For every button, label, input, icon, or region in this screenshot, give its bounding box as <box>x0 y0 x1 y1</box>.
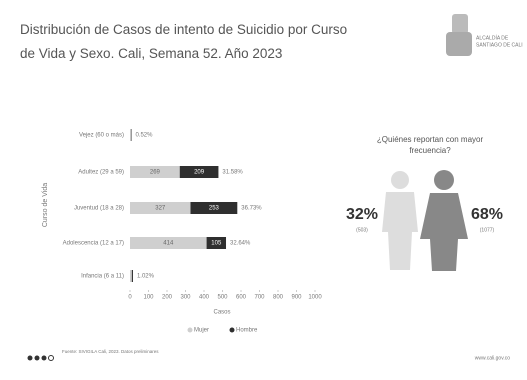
x-tick-label: 500 <box>217 295 228 301</box>
logo-shield <box>452 14 468 34</box>
y-tick-label: Adultez (29 a 59) <box>78 170 124 176</box>
bar <box>130 129 132 141</box>
x-tick-label: 0 <box>128 295 132 301</box>
question: ¿Quiénes reportan con mayor <box>377 135 484 144</box>
chart-title: de Vida y Sexo. Cali, Semana 52. Año 202… <box>20 46 282 61</box>
y-tick-label: Adolescencia (12 a 17) <box>63 241 124 247</box>
x-tick-label: 600 <box>236 295 247 301</box>
y-tick-label: Juventud (18 a 28) <box>74 206 124 212</box>
bar <box>130 202 191 214</box>
dot <box>48 355 54 361</box>
total-label: 31.58% <box>222 170 243 176</box>
legend-swatch <box>229 327 235 333</box>
figure-body <box>420 193 468 271</box>
y-axis-title: Curso de Vida <box>42 183 49 227</box>
x-axis-title: Casos <box>213 310 230 316</box>
logo-text: SANTIAGO DE CALI <box>476 42 523 48</box>
bar <box>131 270 133 282</box>
figure-body <box>382 192 418 270</box>
value-label: 209 <box>194 170 205 176</box>
bar <box>130 166 180 178</box>
y-tick-label: Infancia (6 a 11) <box>81 274 124 280</box>
dot <box>27 355 33 361</box>
total-label: 0.52% <box>135 133 153 139</box>
total-label: 32.64% <box>230 241 251 247</box>
x-tick-label: 200 <box>162 295 173 301</box>
x-tick-label: 400 <box>199 295 210 301</box>
x-tick-label: 300 <box>180 295 191 301</box>
percent-right: 68% <box>471 206 503 223</box>
figures <box>382 170 468 271</box>
figure-head <box>434 170 454 190</box>
legend-label: Mujer <box>194 328 209 334</box>
dots <box>27 355 54 361</box>
logo-text: ALCALDÍA DE <box>476 34 509 41</box>
total-label: 1.02% <box>137 274 155 280</box>
total-label: 36.73% <box>241 206 262 212</box>
value-label: 414 <box>163 241 174 247</box>
value-label: 327 <box>155 206 166 212</box>
bar <box>130 237 207 249</box>
bar <box>179 166 219 178</box>
dot <box>41 355 47 361</box>
website: www.cali.gov.co <box>475 355 510 361</box>
y-tick-label: Vejez (60 o más) <box>79 133 124 139</box>
bar <box>130 129 131 141</box>
bar <box>130 270 132 282</box>
x-tick-label: 800 <box>273 295 284 301</box>
figure-head <box>391 171 409 189</box>
logo-shield <box>446 32 472 56</box>
x-tick-label: 100 <box>143 295 154 301</box>
x-tick-label: 900 <box>291 295 302 301</box>
count-left: (503) <box>356 227 368 233</box>
chart-title: Distribución de Casos de intento de Suic… <box>20 22 347 37</box>
value-label: 269 <box>150 170 161 176</box>
bar <box>190 202 238 214</box>
count-right: (1077) <box>480 227 495 233</box>
bar <box>206 237 227 249</box>
value-label: 105 <box>211 241 222 247</box>
dot <box>34 355 40 361</box>
percent-left: 32% <box>346 206 378 223</box>
legend-label: Hombre <box>236 328 258 334</box>
legend-swatch <box>187 327 193 333</box>
value-label: 253 <box>209 206 220 212</box>
logo: ALCALDÍA DE SANTIAGO DE CALI <box>446 14 523 56</box>
source: Fuente: SIVIGILA Cali, 2023. Datos preli… <box>62 349 159 354</box>
x-tick-label: 700 <box>254 295 265 301</box>
question: frecuencia? <box>409 146 451 155</box>
x-tick-label: 1000 <box>308 295 322 301</box>
